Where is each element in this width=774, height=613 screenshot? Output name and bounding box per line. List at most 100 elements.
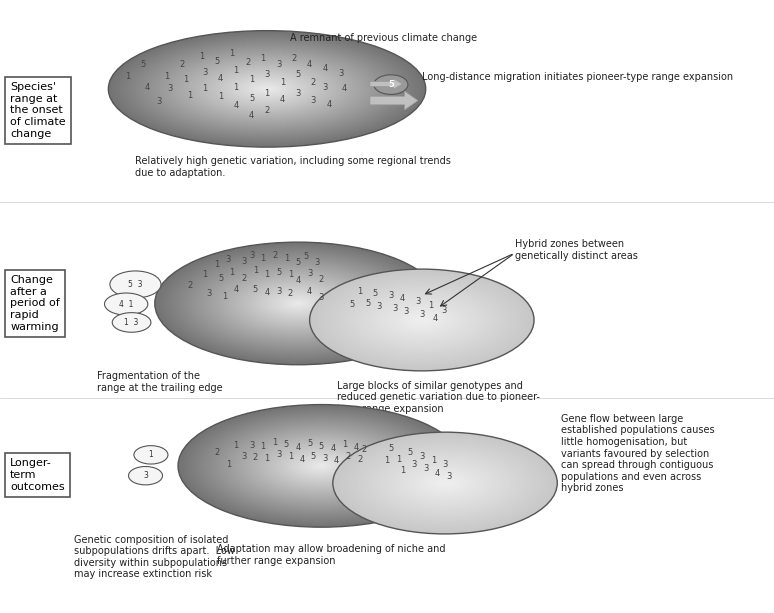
Text: 1: 1 bbox=[214, 261, 219, 269]
Ellipse shape bbox=[409, 467, 481, 499]
Text: 3: 3 bbox=[249, 441, 254, 450]
Text: 5  3: 5 3 bbox=[128, 280, 142, 289]
Ellipse shape bbox=[286, 299, 310, 308]
Text: 3: 3 bbox=[276, 451, 281, 459]
Ellipse shape bbox=[389, 305, 455, 335]
Ellipse shape bbox=[440, 481, 450, 485]
Ellipse shape bbox=[207, 417, 436, 515]
Ellipse shape bbox=[138, 41, 396, 137]
Ellipse shape bbox=[218, 422, 424, 510]
Ellipse shape bbox=[204, 416, 438, 516]
FancyArrow shape bbox=[370, 78, 402, 89]
Ellipse shape bbox=[271, 444, 372, 487]
Ellipse shape bbox=[217, 70, 317, 107]
Ellipse shape bbox=[423, 473, 467, 493]
Ellipse shape bbox=[317, 273, 526, 367]
Ellipse shape bbox=[300, 457, 343, 475]
Ellipse shape bbox=[228, 74, 307, 104]
Ellipse shape bbox=[252, 436, 390, 495]
Ellipse shape bbox=[233, 428, 409, 504]
Ellipse shape bbox=[274, 293, 322, 314]
Ellipse shape bbox=[238, 278, 358, 329]
Ellipse shape bbox=[174, 250, 422, 357]
Ellipse shape bbox=[185, 59, 349, 119]
Ellipse shape bbox=[368, 448, 522, 518]
Text: 1: 1 bbox=[187, 91, 192, 99]
Text: 5: 5 bbox=[214, 57, 219, 66]
Ellipse shape bbox=[279, 295, 317, 311]
Ellipse shape bbox=[351, 287, 493, 352]
Ellipse shape bbox=[259, 440, 383, 492]
Ellipse shape bbox=[198, 64, 336, 114]
Ellipse shape bbox=[205, 264, 391, 343]
Text: 5: 5 bbox=[141, 60, 146, 69]
Text: 1: 1 bbox=[261, 254, 265, 263]
Text: 1: 1 bbox=[199, 52, 204, 61]
Ellipse shape bbox=[276, 294, 320, 313]
Text: 5: 5 bbox=[218, 275, 223, 283]
Ellipse shape bbox=[266, 443, 376, 489]
Ellipse shape bbox=[276, 446, 367, 485]
Ellipse shape bbox=[221, 271, 375, 336]
Ellipse shape bbox=[391, 459, 499, 508]
Text: 1: 1 bbox=[280, 78, 285, 86]
Ellipse shape bbox=[221, 423, 421, 509]
Ellipse shape bbox=[197, 413, 445, 519]
Ellipse shape bbox=[430, 476, 460, 490]
Text: 1: 1 bbox=[431, 457, 436, 465]
Text: 3: 3 bbox=[168, 84, 173, 93]
Ellipse shape bbox=[421, 472, 469, 494]
Ellipse shape bbox=[382, 302, 461, 338]
Ellipse shape bbox=[288, 452, 354, 480]
Text: 3: 3 bbox=[207, 289, 211, 297]
Text: 1: 1 bbox=[226, 460, 231, 469]
Text: 4: 4 bbox=[435, 469, 440, 478]
Text: Genetic composition of isolated
subpopulations drifts apart.  Low
diversity with: Genetic composition of isolated subpopul… bbox=[74, 535, 235, 579]
Text: 2: 2 bbox=[346, 452, 351, 461]
Ellipse shape bbox=[350, 440, 540, 527]
Ellipse shape bbox=[243, 80, 291, 97]
Ellipse shape bbox=[220, 71, 314, 107]
Text: 1: 1 bbox=[222, 292, 227, 301]
Text: 2: 2 bbox=[187, 281, 192, 290]
Ellipse shape bbox=[385, 303, 459, 337]
Text: 4: 4 bbox=[354, 443, 358, 452]
Ellipse shape bbox=[310, 269, 534, 371]
Text: 4: 4 bbox=[307, 60, 312, 69]
Ellipse shape bbox=[211, 419, 431, 513]
Ellipse shape bbox=[281, 449, 361, 483]
Ellipse shape bbox=[209, 67, 325, 110]
Ellipse shape bbox=[135, 40, 399, 137]
Text: 5: 5 bbox=[296, 70, 300, 79]
Ellipse shape bbox=[361, 445, 529, 521]
Ellipse shape bbox=[432, 477, 458, 489]
Text: Hybrid zones between
genetically distinct areas: Hybrid zones between genetically distinc… bbox=[515, 239, 638, 261]
Ellipse shape bbox=[323, 275, 521, 365]
Text: 5: 5 bbox=[249, 94, 254, 102]
Ellipse shape bbox=[399, 310, 444, 330]
Ellipse shape bbox=[418, 318, 426, 322]
Ellipse shape bbox=[307, 460, 336, 472]
Ellipse shape bbox=[375, 299, 468, 341]
Ellipse shape bbox=[349, 287, 495, 353]
Text: 4: 4 bbox=[234, 285, 238, 294]
Text: 5: 5 bbox=[307, 440, 312, 448]
Ellipse shape bbox=[367, 447, 523, 519]
Ellipse shape bbox=[262, 288, 334, 319]
Text: 3: 3 bbox=[392, 305, 397, 313]
Text: 1: 1 bbox=[265, 89, 269, 97]
Ellipse shape bbox=[317, 464, 326, 468]
Ellipse shape bbox=[362, 293, 481, 347]
Ellipse shape bbox=[166, 247, 430, 360]
Ellipse shape bbox=[238, 430, 405, 501]
Text: 3: 3 bbox=[203, 68, 207, 77]
Ellipse shape bbox=[224, 74, 310, 104]
Ellipse shape bbox=[159, 244, 437, 363]
Ellipse shape bbox=[436, 479, 454, 487]
Text: 1: 1 bbox=[230, 268, 235, 276]
Ellipse shape bbox=[269, 443, 374, 489]
Ellipse shape bbox=[224, 272, 372, 335]
Ellipse shape bbox=[248, 82, 286, 96]
Ellipse shape bbox=[357, 443, 533, 523]
Text: 3: 3 bbox=[311, 96, 316, 105]
